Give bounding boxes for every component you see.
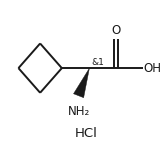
Text: NH₂: NH₂ bbox=[67, 105, 90, 118]
Text: O: O bbox=[111, 24, 121, 37]
Text: &1: &1 bbox=[91, 58, 104, 67]
Text: HCl: HCl bbox=[75, 127, 98, 140]
Text: OH: OH bbox=[144, 62, 162, 75]
Polygon shape bbox=[73, 68, 90, 98]
